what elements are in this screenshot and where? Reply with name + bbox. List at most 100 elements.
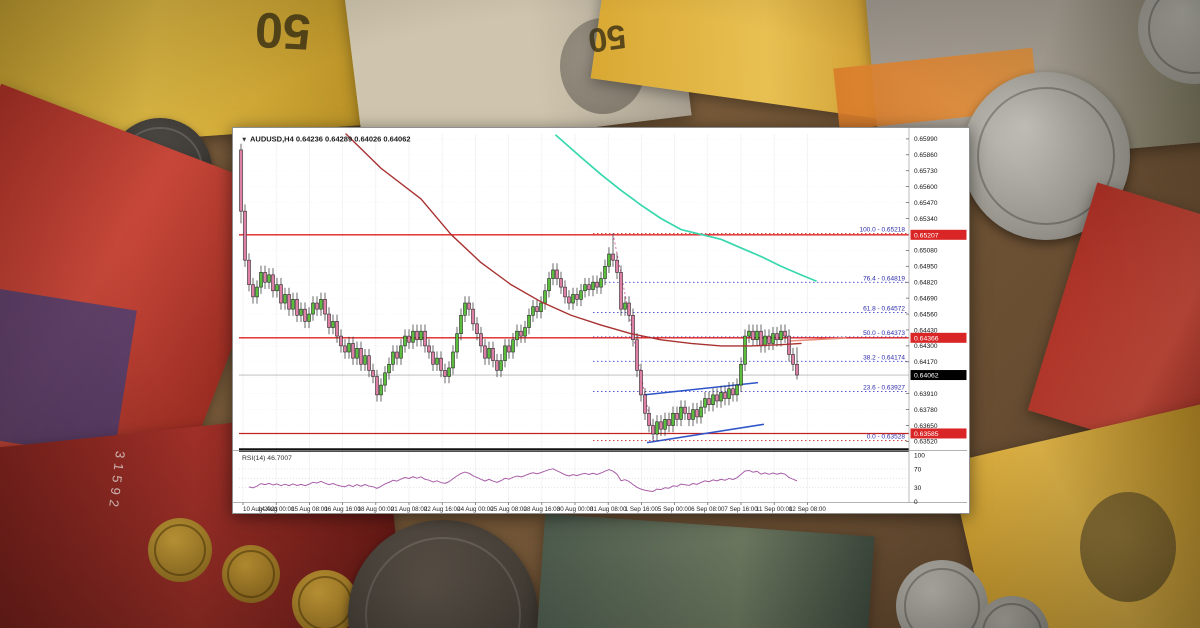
time-axis-label: 18 Aug 00:00: [358, 506, 395, 513]
bear-candle: [627, 302, 631, 316]
bear-candle: [335, 321, 339, 337]
bear-candle: [651, 425, 655, 435]
bull-candle: [531, 306, 535, 316]
bear-candle: [675, 412, 679, 420]
bear-candle: [371, 370, 375, 377]
bear-candle: [479, 333, 483, 347]
bear-candle: [619, 272, 623, 310]
price-axis-label: 0.65990: [914, 136, 938, 143]
bear-candle: [767, 335, 771, 344]
bull-candle: [355, 348, 359, 359]
bull-candle: [779, 330, 783, 341]
bear-candle: [315, 302, 319, 310]
flat-extension-line[interactable]: [788, 337, 847, 342]
bull-candle: [711, 394, 715, 405]
bear-candle: [563, 286, 567, 298]
bear-candle: [787, 335, 791, 355]
price-badge: [910, 229, 967, 240]
time-axis-label: 24 Aug 00:00: [457, 506, 494, 513]
fib-level-label: 50.0 - 0.64373: [863, 330, 905, 337]
price-axis-label: 0.65730: [914, 168, 938, 175]
bull-candle: [455, 333, 459, 353]
bull-candle: [283, 294, 287, 304]
bear-candle: [683, 406, 687, 414]
bear-candle: [443, 370, 447, 377]
bull-candle: [591, 281, 595, 290]
bear-candle: [375, 376, 379, 396]
bull-candle: [599, 278, 603, 288]
bear-candle: [791, 354, 795, 365]
bear-candle: [323, 299, 327, 315]
candlesticks: [239, 143, 799, 441]
time-axis-label: 10 Aug 2023: [243, 506, 278, 513]
fib-level-label: 23.6 - 0.63927: [863, 385, 905, 392]
price-axis-label: 0.64300: [914, 343, 938, 350]
bull-candle: [571, 294, 575, 304]
rsi-scale-label: 70: [914, 466, 922, 473]
bear-candle: [667, 419, 671, 426]
bear-candle: [239, 149, 243, 212]
bear-candle: [467, 302, 471, 310]
bear-candle: [351, 343, 355, 359]
fib-anchor-line[interactable]: [612, 233, 655, 441]
bear-candle: [707, 398, 711, 405]
price-axis-label: 0.65470: [914, 200, 938, 207]
bull-candle: [259, 272, 263, 288]
bear-candle: [483, 345, 487, 359]
bull-candle: [763, 335, 767, 347]
bull-candle: [703, 398, 707, 408]
gold-coin-2: [222, 545, 280, 603]
time-axis-label: 14 Aug 00:00: [258, 506, 295, 513]
ma-slow-maroon: [345, 133, 802, 347]
bull-candle: [399, 345, 403, 359]
bull-candle: [755, 330, 759, 341]
time-axis-label: 7 Sep 16:00: [724, 506, 758, 513]
bull-candle: [539, 302, 543, 312]
channel-upper[interactable]: [643, 381, 759, 396]
bear-candle: [303, 308, 307, 322]
bear-candle: [427, 345, 431, 353]
bull-candle: [347, 343, 351, 353]
time-axis-label: 16 Aug 16:00: [324, 506, 361, 513]
rsi-scale-label: 30: [914, 485, 922, 492]
bear-candle: [759, 330, 763, 347]
bear-candle: [519, 330, 523, 337]
bear-candle: [339, 335, 343, 347]
bear-candle: [567, 296, 571, 304]
bear-candle: [491, 348, 495, 361]
bull-candle: [459, 314, 463, 334]
bear-candle: [247, 259, 251, 285]
bear-candle: [535, 306, 539, 312]
bull-candle: [655, 421, 659, 435]
bull-candle: [527, 314, 531, 328]
bear-candle: [395, 351, 399, 359]
bear-candle: [795, 363, 799, 376]
bear-candle: [715, 394, 719, 402]
bull-candle: [387, 363, 391, 374]
bull-candle: [319, 299, 323, 310]
bull-candle: [747, 330, 751, 337]
bull-candle: [583, 284, 587, 292]
bear-candle: [687, 412, 691, 420]
bear-candle: [783, 330, 787, 337]
time-axis-label: 30 Aug 00:00: [557, 506, 594, 513]
bear-candle: [647, 412, 651, 426]
time-axis-label: 11 Sep 00:00: [756, 506, 793, 513]
price-chart-canvas[interactable]: 100.0 - 0.65218 76.4 - 0.64819 61.8 - 0.64…: [233, 128, 969, 513]
price-axis-label: 0.63520: [914, 439, 938, 446]
bull-candle: [379, 384, 383, 396]
fib-level-label: 0.0 - 0.63528: [867, 433, 906, 440]
time-axis-label: 31 Aug 08:00: [590, 506, 627, 513]
bear-candle: [295, 299, 299, 316]
bull-candle: [411, 330, 415, 343]
channel-lower[interactable]: [646, 423, 765, 444]
bull-candle: [511, 339, 515, 353]
one-click-trading-icon[interactable]: ▼: [241, 137, 247, 144]
price-axis-label: 0.63650: [914, 423, 938, 430]
bull-candle: [547, 278, 551, 292]
trading-chart-window: 100.0 - 0.65218 76.4 - 0.64819 61.8 - 0.64…: [232, 127, 970, 514]
bear-candle: [643, 394, 647, 414]
bear-candle: [415, 330, 419, 341]
bear-candle: [559, 278, 563, 288]
